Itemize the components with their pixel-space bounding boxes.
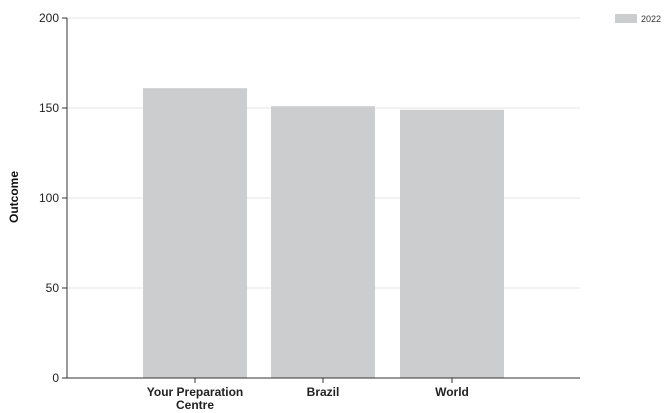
x-tick-label-brazil: Brazil [307, 385, 340, 399]
y-tick-label-200: 200 [39, 11, 59, 25]
x-axis-tick-labels: Your Preparation Centre Brazil World [147, 378, 469, 412]
legend-label-2022: 2022 [641, 14, 661, 24]
bar-series [143, 88, 504, 379]
bar-your-preparation-centre[interactable] [143, 88, 247, 378]
y-axis-label: Outcome [7, 171, 21, 223]
y-tick-label-0: 0 [52, 371, 59, 385]
x-tick-label-your-preparation-centre: Your Preparation Centre [147, 385, 243, 412]
y-tick-label-150: 150 [39, 101, 59, 115]
legend: 2022 [615, 14, 661, 24]
legend-swatch-2022 [615, 14, 637, 23]
y-tick-label-50: 50 [46, 281, 60, 295]
y-axis-ticks: 0 50 100 150 200 [39, 11, 67, 385]
x-tick-label-world: World [435, 385, 469, 399]
bar-brazil[interactable] [271, 106, 375, 378]
y-tick-label-100: 100 [39, 191, 59, 205]
bar-world[interactable] [400, 109, 504, 379]
